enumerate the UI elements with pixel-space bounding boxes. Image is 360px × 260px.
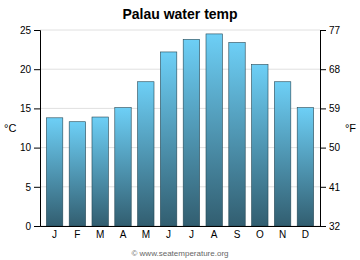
bar: [252, 64, 268, 226]
tick: 25: [20, 25, 40, 36]
axis-line: [41, 226, 321, 227]
tick-label: 15: [20, 103, 32, 114]
tick: A: [211, 229, 218, 240]
tick-mark: [320, 226, 326, 227]
y2-label: °F: [345, 122, 356, 134]
tick-label: 50: [329, 142, 341, 153]
grid: [40, 30, 320, 226]
tick-label: M: [142, 229, 150, 240]
bar: [69, 122, 85, 226]
tick: F: [74, 229, 80, 240]
tick: M: [96, 229, 104, 240]
tick-mark: [34, 148, 40, 149]
tick-label: A: [120, 229, 127, 240]
tick-mark: [34, 69, 40, 70]
tick-mark: [34, 108, 40, 109]
tick: J: [52, 229, 57, 240]
tick-mark: [34, 187, 40, 188]
x-axis: JFMAMJJASOND: [41, 227, 321, 241]
tick-label: F: [74, 229, 80, 240]
tick: D: [302, 229, 309, 240]
tick-label: 0: [25, 221, 31, 232]
tick-label: O: [256, 229, 264, 240]
tick-mark: [34, 30, 40, 31]
grid-line: [40, 69, 320, 70]
bar: [92, 117, 108, 226]
tick-mark: [320, 108, 326, 109]
tick: 68: [320, 64, 341, 75]
tick-label: 5: [25, 182, 31, 193]
tick-label: N: [279, 229, 286, 240]
plot: J F M A M J J A S O N D 0 5 10 15 20 25 32 41 50 59 68 77: [20, 25, 341, 240]
bars: [46, 34, 313, 226]
tick-label: 77: [329, 25, 341, 36]
axis-line: [34, 31, 41, 227]
bar: [229, 43, 245, 226]
bar: [206, 34, 222, 226]
tick-label: 32: [329, 221, 341, 232]
tick: A: [120, 229, 127, 240]
tick: 10: [20, 142, 40, 153]
tick-label: S: [234, 229, 241, 240]
title: Palau water temp: [122, 6, 237, 22]
grid-line: [40, 30, 320, 31]
tick-label: D: [302, 229, 309, 240]
tick-mark: [320, 187, 326, 188]
y-label: °C: [4, 122, 16, 134]
tick: 41: [320, 182, 341, 193]
tick: J: [166, 229, 171, 240]
tick-label: M: [96, 229, 104, 240]
tick-mark: [320, 69, 326, 70]
y-axis: 0 5 10 15 20 25: [20, 25, 41, 232]
tick-label: J: [52, 229, 57, 240]
tick-label: 25: [20, 25, 32, 36]
axis-line: [321, 31, 327, 227]
tick-label: 41: [329, 182, 341, 193]
tick: 59: [320, 103, 341, 114]
tick: 5: [25, 182, 40, 193]
bar: [183, 39, 199, 226]
tick: O: [256, 229, 264, 240]
tick-label: 68: [329, 64, 341, 75]
tick: N: [279, 229, 286, 240]
watermark: © www.seatemperature.org: [131, 249, 228, 258]
tick-label: 10: [20, 142, 32, 153]
chart: J F M A M J J A S O N D 0 5 10 15 20 25 32 41 50 59 68 77 °C °F Pa…: [0, 0, 360, 260]
tick: 15: [20, 103, 40, 114]
tick: 0: [25, 221, 40, 232]
tick-label: A: [211, 229, 218, 240]
tick-label: J: [189, 229, 194, 240]
bar: [274, 82, 290, 226]
bar: [46, 118, 62, 226]
tick: 20: [20, 64, 40, 75]
bar: [297, 108, 313, 226]
tick-mark: [34, 226, 40, 227]
tick: 77: [320, 25, 341, 36]
bar: [115, 108, 131, 226]
bar: [138, 82, 154, 226]
tick-label: J: [166, 229, 171, 240]
tick-label: 59: [329, 103, 341, 114]
tick-mark: [320, 30, 326, 31]
tick-label: 20: [20, 64, 32, 75]
tick: J: [189, 229, 194, 240]
tick: 50: [320, 142, 341, 153]
tick: M: [142, 229, 150, 240]
tick: S: [234, 229, 241, 240]
tick: 32: [320, 221, 341, 232]
tick-mark: [320, 148, 326, 149]
bar: [160, 52, 176, 226]
y2-axis: 32 41 50 59 68 77: [320, 25, 341, 232]
